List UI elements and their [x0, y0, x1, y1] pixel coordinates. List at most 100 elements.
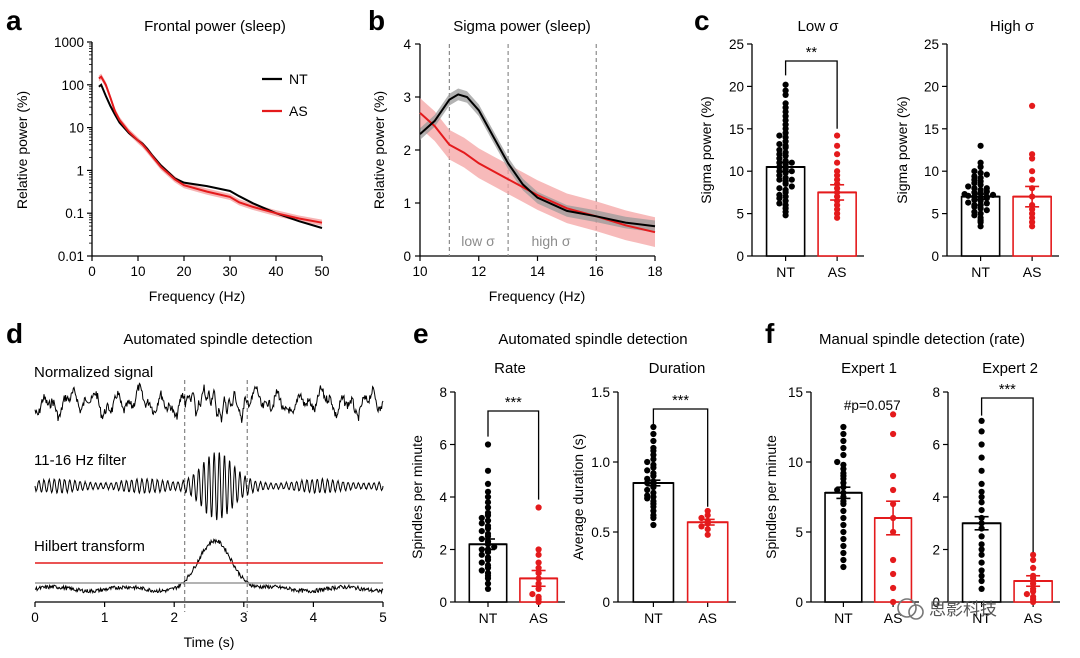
panel-c2-point-as [1029, 168, 1036, 175]
panel-f1-point-nt [840, 563, 847, 571]
panel-c1-point-nt [776, 132, 783, 139]
panel-b-xtick-label: 10 [412, 264, 427, 279]
panel-e1-point-as [535, 585, 542, 593]
panel-f1-point-as [890, 486, 897, 494]
panel-e1-point-nt [478, 520, 485, 527]
panel-f2-point-nt [978, 480, 985, 487]
panel-d-xlabel: Time (s) [184, 634, 235, 650]
panel-f2-point-nt [978, 467, 985, 474]
panel-f2-significance-stars: *** [999, 382, 1016, 398]
panel-e2-point-nt [644, 458, 651, 466]
watermark-graphic: 思影科技 [897, 598, 997, 620]
panel-c2-point-nt [977, 210, 984, 217]
panel-b-ytick-label: 1 [403, 196, 411, 211]
panel-e1-point-nt [478, 559, 485, 566]
panel-c1-point-nt [776, 141, 783, 148]
panel-b-xtick-label: 18 [647, 264, 662, 279]
panel-c2-point-nt [971, 185, 978, 192]
panel-b-xtick-label: 16 [589, 264, 604, 279]
band-high-sigma-label: high σ [532, 233, 571, 249]
panel-e2-ylabel: Average duration (s) [570, 434, 586, 561]
panel-f1-point-nt [840, 535, 847, 543]
panel-c1-point-nt [782, 113, 789, 120]
panel-c1-point-nt [776, 185, 783, 192]
trace-label-filter: 11-16 Hz filter [34, 452, 126, 469]
watermark-text: 思影科技 [929, 600, 997, 619]
panel-f2-point-nt [978, 585, 985, 593]
panel-e1-point-nt [491, 543, 498, 551]
panel-a-xtick-label: 30 [222, 264, 237, 279]
panel-f2-ytick-label: 6 [932, 438, 940, 453]
panel-a-ylabel: Relative power (%) [14, 91, 30, 209]
panel-f1-xtick-label-as: AS [884, 610, 903, 626]
panel-f1-point-nt [834, 458, 841, 466]
panel-f1-point-nt [840, 461, 847, 468]
panel-c2-point-nt [971, 202, 978, 209]
panel-f2-point-nt [978, 499, 985, 506]
panel-e-title: Automated spindle detection [498, 331, 687, 348]
panel-c1-ytick-label: 25 [729, 37, 744, 52]
panel-c1-point-as [834, 168, 841, 175]
panel-f2-point-nt [978, 493, 985, 501]
panel-b-xtick-label: 14 [530, 264, 546, 279]
panel-f1-point-nt [840, 521, 847, 529]
panel-e1-point-nt [484, 530, 492, 537]
panel-c1-point-as [834, 132, 841, 139]
panel-c1-xtick-label-as: AS [828, 264, 847, 280]
panel-f1-ylabel: Spindles per minute [763, 435, 779, 559]
panel-e1-point-nt [484, 562, 492, 569]
panel-f2-point-nt [978, 546, 985, 553]
panel-b-ytick-label: 0 [403, 249, 411, 264]
panel-c2-ytick-label: 15 [924, 122, 939, 137]
panel-d-xtick-label: 3 [240, 610, 248, 625]
panel-f2-point-nt [978, 454, 985, 461]
panel-b-ytick-label: 3 [403, 90, 411, 105]
panel-f2-point-nt [978, 559, 985, 566]
panel-c2-ytick-label: 0 [931, 249, 939, 264]
panel-f2-ytick-label: 8 [932, 385, 940, 400]
panel-e1-point-nt [484, 493, 492, 501]
panel-e1-point-nt [478, 567, 485, 574]
panel-c1-point-nt [782, 174, 789, 182]
panel-c2-ytick-label: 20 [924, 79, 939, 94]
panel-f2-ytick-label: 4 [932, 490, 940, 505]
panel-a-ytick-label: 10 [69, 121, 84, 136]
panel-b-xlabel: Frequency (Hz) [489, 288, 585, 304]
panel-f1-point-as [890, 584, 897, 592]
panel-a-xtick-label: 40 [268, 264, 283, 279]
panel-f2-point-as [1030, 556, 1037, 564]
panel-c2-point-nt [971, 168, 978, 175]
panel-a-ytick-label: 0.01 [58, 249, 84, 264]
panel-b-ytick-label: 2 [403, 143, 411, 158]
panel-a-xtick-label: 10 [130, 264, 145, 279]
panel-e1-xtick-label-nt: NT [479, 610, 498, 626]
panel-f2-point-as [1030, 585, 1037, 593]
panel-e2-ytick-label: 1.5 [591, 385, 610, 400]
panel-c2-title: High σ [990, 18, 1035, 35]
panel-f-title: Manual spindle detection (rate) [819, 331, 1025, 348]
panel-a-xtick-label: 20 [176, 264, 191, 279]
panel-label-e: e [413, 318, 429, 349]
panel-e1-point-nt [484, 499, 492, 506]
panel-label-f: f [765, 318, 775, 349]
panel-c1-ylabel: Sigma power (%) [698, 96, 714, 203]
panel-c1-significance-stars: ** [806, 45, 818, 61]
panel-f2-point-nt [978, 428, 985, 435]
panel-f1-ytick-label: 10 [788, 455, 803, 470]
panel-c1-significance-bracket [784, 60, 838, 129]
panel-e1-point-nt [484, 488, 492, 495]
panel-a-ytick-label: 100 [61, 78, 84, 93]
panel-c1-point-nt [782, 100, 789, 107]
panel-e2-point-nt [650, 437, 657, 445]
panel-f1-point-as [890, 430, 897, 438]
trace-label-hilbert: Hilbert transform [34, 538, 145, 555]
panel-e1-point-nt [484, 480, 492, 487]
panel-c1-point-as [834, 159, 841, 166]
panel-e1-point-nt [484, 585, 492, 593]
panel-f2-xtick-label-nt: NT [972, 610, 991, 626]
panel-e2-point-as [704, 526, 711, 533]
panel-d-xtick-label: 4 [310, 610, 318, 625]
panel-f2-point-nt [978, 567, 985, 574]
panel-c1-ytick-label: 10 [729, 164, 744, 179]
